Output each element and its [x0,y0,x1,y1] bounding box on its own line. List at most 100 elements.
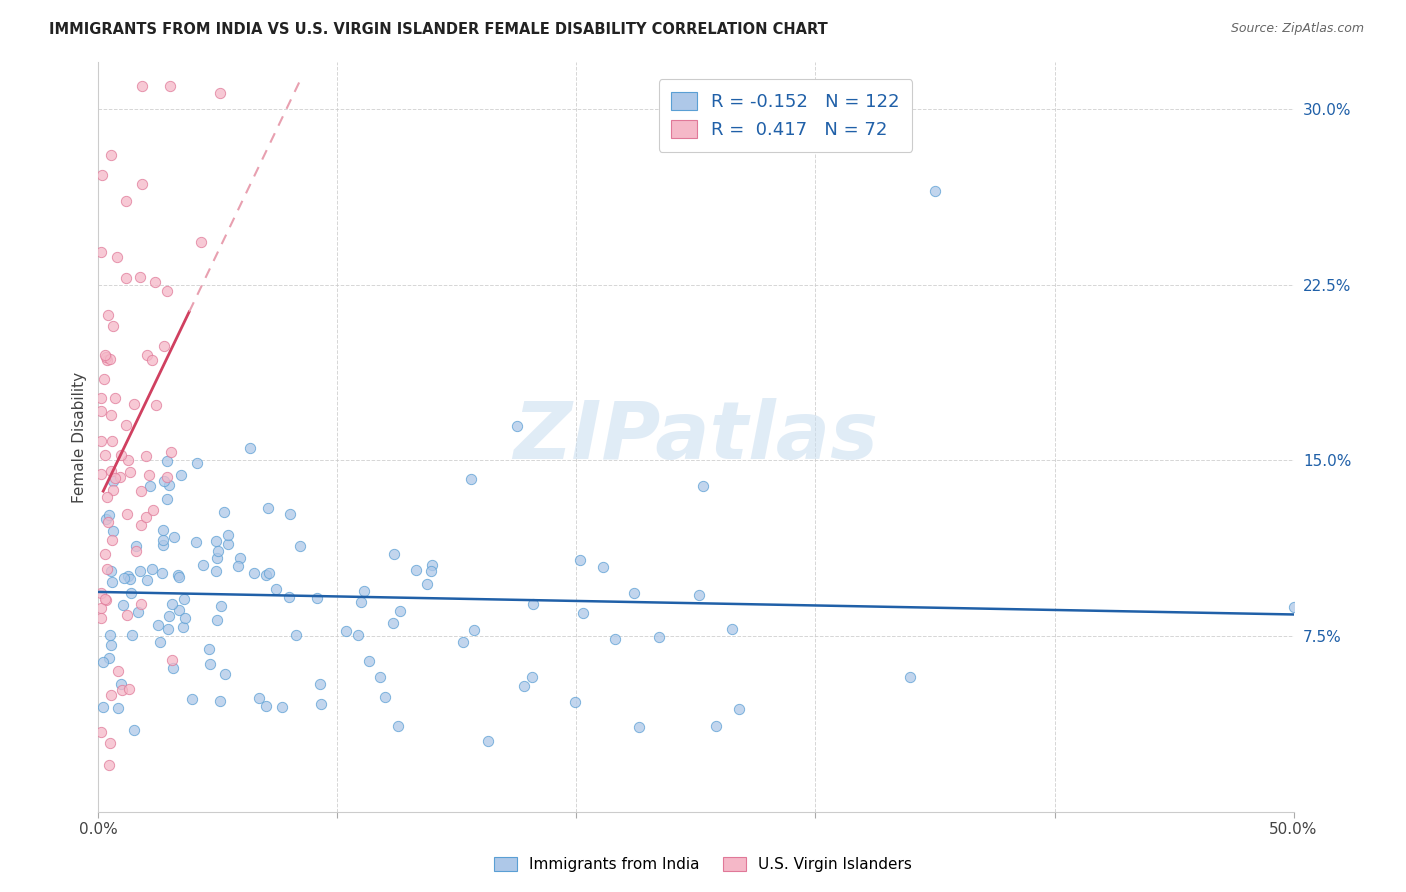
Point [112,570,135,584]
Point [264,582,287,597]
Point [405,563,427,577]
Point [136,347,159,361]
Point [125,544,148,558]
Point [117,507,139,521]
Point [135,449,157,463]
Point [307,591,329,606]
Point [90,391,112,405]
Point [150,566,173,581]
Point [229,551,252,566]
Point [692,479,714,493]
Point [513,680,536,694]
Point [120,465,142,479]
Point [110,677,132,691]
Point [159,609,181,624]
Point [91,656,114,670]
Point [114,194,136,208]
Point [101,434,124,448]
Point [308,676,330,690]
Point [374,690,396,705]
Point [278,590,301,604]
Point [90,404,112,418]
Point [135,510,157,524]
Point [704,719,727,733]
Point [131,177,153,191]
Point [381,616,404,631]
Point [217,537,239,551]
Point [93,547,115,561]
Point [204,533,226,548]
Point [160,597,183,611]
Point [145,398,167,412]
Point [90,244,112,259]
Point [170,467,193,482]
Point [117,453,139,467]
Point [350,595,373,609]
Point [419,564,441,578]
Point [131,78,153,93]
Point [239,442,262,456]
Point [278,507,301,521]
Point [97,758,120,772]
Point [103,524,125,538]
Point [100,464,122,478]
Point [139,478,162,492]
Point [103,392,125,406]
Text: IMMIGRANTS FROM INDIA VS U.S. VIRGIN ISLANDER FEMALE DISABILITY CORRELATION CHAR: IMMIGRANTS FROM INDIA VS U.S. VIRGIN ISL… [49,22,828,37]
Point [153,339,176,353]
Point [209,87,232,101]
Point [209,599,232,613]
Point [117,608,139,623]
Legend: R = -0.152   N = 122, R =  0.417   N = 72: R = -0.152 N = 122, R = 0.417 N = 72 [659,79,912,152]
Y-axis label: Female Disability: Female Disability [72,371,87,503]
Point [141,561,163,575]
Point [96,352,118,367]
Point [90,725,112,739]
Point [98,352,121,367]
Point [103,483,125,497]
Point [388,604,411,618]
Text: Source: ZipAtlas.com: Source: ZipAtlas.com [1230,22,1364,36]
Point [94,348,117,362]
Point [96,512,118,526]
Point [152,523,174,537]
Legend: Immigrants from India, U.S. Virgin Islanders: Immigrants from India, U.S. Virgin Islan… [486,849,920,880]
Point [156,454,179,468]
Point [214,505,236,519]
Point [197,642,219,657]
Point [152,474,174,488]
Point [156,470,179,484]
Point [207,543,229,558]
Point [603,632,626,647]
Point [100,408,122,422]
Point [120,586,142,600]
Point [522,670,544,684]
Point [387,719,409,733]
Point [105,250,128,264]
Point [111,599,134,613]
Point [172,619,194,633]
Point [420,558,443,572]
Point [353,583,375,598]
Point [93,372,115,386]
Point [90,600,112,615]
Point [720,623,742,637]
Point [141,503,163,517]
Point [100,688,122,702]
Point [122,397,145,411]
Point [131,484,153,499]
Point [688,588,710,602]
Point [96,490,118,504]
Point [477,734,499,748]
Point [127,605,149,619]
Point [460,472,482,486]
Point [149,635,172,649]
Point [103,471,125,485]
Point [101,474,124,488]
Point [368,671,391,685]
Point [115,271,138,285]
Point [107,664,129,678]
Point [90,611,112,625]
Point [382,547,405,561]
Point [1282,600,1305,615]
